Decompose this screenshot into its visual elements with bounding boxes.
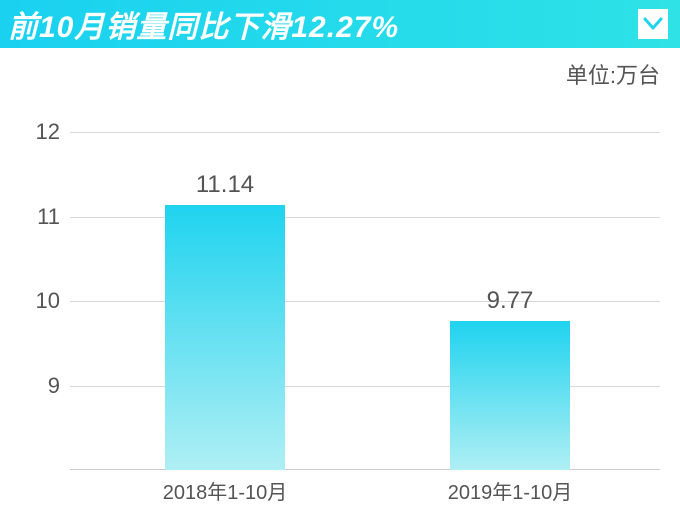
bar-value-label: 9.77 xyxy=(487,287,534,315)
grid-line xyxy=(70,301,660,302)
bar-chart: 910111211.142018年1-10月9.772019年1-10月 xyxy=(70,90,660,470)
y-tick-label: 12 xyxy=(20,119,60,145)
y-tick-label: 9 xyxy=(20,373,60,399)
bar-value-label: 11.14 xyxy=(196,171,254,199)
y-tick-label: 10 xyxy=(20,288,60,314)
chevron-path xyxy=(645,19,661,28)
header-bar: 前10月销量同比下滑12.27% xyxy=(0,0,680,48)
grid-line xyxy=(70,217,660,218)
x-axis-line xyxy=(70,469,660,470)
bar: 11.14 xyxy=(165,205,285,470)
unit-label: 单位:万台 xyxy=(566,58,660,90)
grid-line xyxy=(70,386,660,387)
bar: 9.77 xyxy=(450,321,570,470)
page-title: 前10月销量同比下滑12.27% xyxy=(8,2,399,46)
grid-line xyxy=(70,132,660,133)
x-tick-label: 2019年1-10月 xyxy=(448,476,573,505)
x-tick-label: 2018年1-10月 xyxy=(163,476,288,505)
chevron-down-icon xyxy=(638,9,668,39)
y-tick-label: 11 xyxy=(20,204,60,230)
